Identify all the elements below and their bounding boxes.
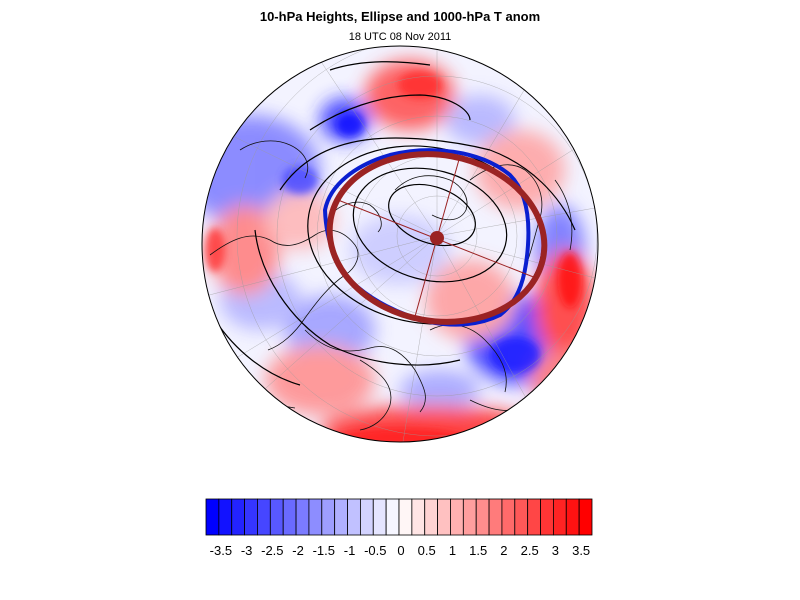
- colorbar-box: [347, 498, 361, 536]
- colorbar-box: [514, 498, 529, 536]
- colorbar-box: [424, 498, 439, 536]
- colorbar-box: [437, 498, 451, 536]
- colorbar-box: [398, 498, 413, 536]
- graticule: [202, 46, 598, 442]
- colorbar-tick-label: 2: [500, 543, 508, 558]
- colorbar-tick-label: -2: [292, 543, 304, 558]
- colorbar-box: [359, 498, 374, 536]
- colorbar-tick-label: 0: [397, 543, 405, 558]
- colorbar-tick-label: -3: [240, 543, 253, 558]
- globe-outline: [201, 45, 599, 443]
- colorbar-box: [411, 498, 426, 536]
- polar-map: [201, 45, 599, 443]
- temperature-anomaly-field: [202, 46, 598, 442]
- colorbar-box: [295, 498, 310, 536]
- colorbar-box: [488, 498, 503, 536]
- colorbar-box: [231, 498, 246, 536]
- colorbar-tick-label: 0.5: [417, 543, 436, 558]
- colorbar-box: [501, 498, 516, 536]
- chart-title: 10-hPa Heights, Ellipse and 1000-hPa T a…: [259, 9, 541, 24]
- colorbar-box: [308, 498, 323, 536]
- colorbar-box: [205, 498, 220, 536]
- colorbar-box: [565, 498, 580, 536]
- colorbar-box: [450, 498, 464, 536]
- colorbar-box: [540, 498, 554, 536]
- colorbar-box: [462, 498, 477, 536]
- colorbar-tick-label: -3.5: [209, 543, 233, 558]
- vortex-ellipse: [326, 151, 548, 325]
- colorbar-box: [218, 498, 233, 536]
- colorbar-box: [257, 498, 271, 536]
- colorbar-tick-label: 3.5: [572, 543, 591, 558]
- colorbar-box: [385, 498, 400, 536]
- colorbar-tick-label: -1.5: [312, 543, 335, 558]
- colorbar-box: [282, 498, 297, 536]
- colorbar-tick-label: 1.5: [469, 543, 488, 558]
- colorbar-box: [269, 498, 284, 536]
- chart-subtitle: 18 UTC 08 Nov 2011: [348, 31, 452, 43]
- colorbar: [205, 498, 593, 536]
- colorbar-tick-labels: -3.5 -3 -2.5 -2 -1.5 -1 -0.5 0 0.5 1 1.5 2 2.5 3 3.5: [0, 543, 800, 563]
- colorbar-box: [552, 498, 567, 536]
- colorbar-tick-label: 3: [551, 543, 560, 558]
- colorbar-tick-label: 1: [448, 543, 457, 558]
- colorbar-tick-label: 2.5: [520, 543, 539, 558]
- colorbar-box: [475, 498, 490, 536]
- colorbar-box: [578, 498, 593, 536]
- colorbar-tick-label: -2.5: [261, 543, 284, 558]
- colorbar-box: [527, 498, 541, 536]
- colorbar-tick-label: -1: [343, 543, 356, 558]
- colorbar-box: [372, 498, 387, 536]
- colorbar-box: [334, 498, 348, 536]
- colorbar-tick-label: -0.5: [364, 543, 387, 558]
- colorbar-box: [321, 498, 336, 536]
- colorbar-box: [244, 498, 258, 536]
